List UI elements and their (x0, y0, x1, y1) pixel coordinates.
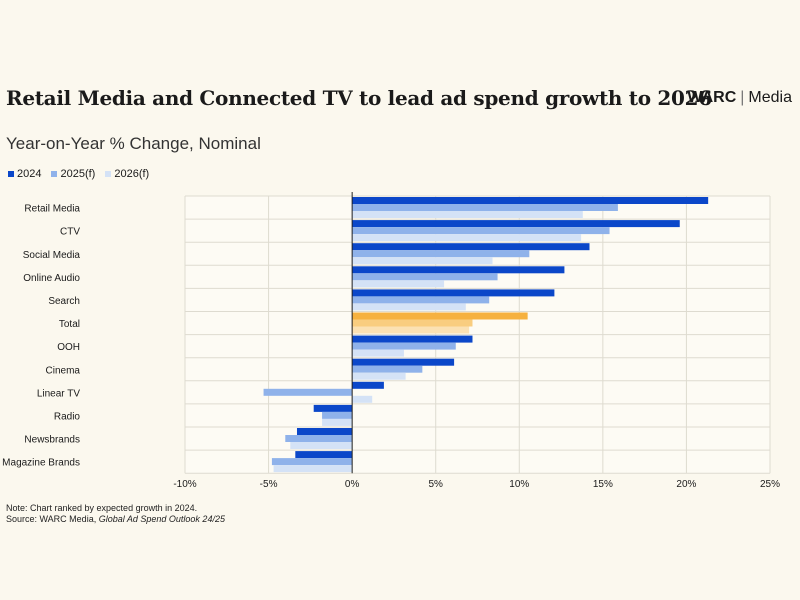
chart-title: Retail Media and Connected TV to lead ad… (6, 86, 712, 110)
legend-item-2025: 2025(f) (51, 168, 95, 180)
legend-item-2026: 2026(f) (105, 168, 149, 180)
bar-2024 (352, 312, 528, 320)
category-label: Online Audio (23, 273, 80, 284)
bar-2026f (352, 326, 470, 334)
bar-2025f (263, 388, 353, 396)
category-label: Social Media (23, 250, 81, 261)
bar-2024 (352, 266, 565, 274)
legend-label-2026: 2026(f) (114, 168, 150, 180)
bar-2025f (352, 319, 473, 327)
x-tick-label: 25% (760, 479, 780, 490)
bar-2026f (352, 372, 406, 380)
bar-2025f (352, 365, 423, 373)
bar-2025f (352, 296, 490, 304)
legend-label-2024: 2024 (17, 168, 42, 180)
legend-swatch-2026 (105, 171, 112, 177)
bar-2024 (313, 404, 353, 412)
bar-2026f (352, 303, 466, 311)
category-label: OOH (57, 342, 80, 353)
bar-2026f (352, 257, 493, 265)
brand-name: WARC (687, 89, 737, 106)
x-tick-label: -5% (260, 479, 278, 490)
chart-note: Note: Chart ranked by expected growth in… (6, 503, 225, 525)
chart-subtitle: Year-on-Year % Change, Nominal (6, 134, 261, 153)
x-tick-label: 0% (345, 479, 360, 490)
bar-2025f (285, 435, 353, 442)
bar-2024 (296, 428, 353, 435)
legend-label-2025: 2025(f) (60, 168, 96, 180)
category-label: Magazine Brands (2, 458, 80, 469)
bar-2024 (352, 335, 473, 343)
x-tick-label: -10% (173, 479, 196, 490)
bar-2026f (352, 349, 404, 357)
bar-2025f (352, 273, 498, 281)
x-tick-label: 20% (676, 479, 696, 490)
source-title: Global Ad Spend Outlook 24/25 (98, 514, 225, 524)
legend: 2024 2025(f) 2026(f) (8, 168, 149, 180)
source-prefix: Source: WARC Media, (6, 514, 99, 524)
bar-2024 (352, 358, 455, 366)
bar-2024 (352, 197, 709, 204)
bar-2025f (352, 342, 456, 350)
bar-2024 (352, 243, 590, 251)
x-tick-label: 10% (509, 479, 529, 490)
bar-2025f (352, 227, 610, 235)
note-text: Note: Chart ranked by expected growth in… (6, 503, 198, 513)
category-label: Retail Media (24, 204, 80, 215)
bar-2026f (322, 418, 353, 426)
x-tick-label: 15% (593, 479, 613, 490)
legend-item-2024: 2024 (8, 168, 41, 180)
bar-2026f (352, 234, 582, 242)
bar-2026f (352, 211, 583, 218)
category-label: Linear TV (37, 388, 81, 399)
bar-2024 (352, 289, 555, 297)
bar-2026f (352, 395, 373, 403)
bar-2024 (352, 381, 384, 389)
brand-separator: | (740, 89, 745, 106)
bar-2025f (352, 204, 618, 211)
category-label: Cinema (46, 365, 81, 376)
source-text: Source: WARC Media, Global Ad Spend Outl… (6, 514, 225, 525)
category-label: Newsbrands (24, 435, 80, 446)
bar-2024 (295, 451, 353, 459)
category-label: Total (59, 319, 80, 330)
bar-2025f (322, 411, 353, 419)
category-label: CTV (60, 227, 80, 238)
x-tick-label: 5% (428, 479, 443, 490)
category-label: Search (48, 296, 80, 307)
bar-2025f (352, 250, 530, 258)
category-label: Radio (54, 411, 81, 422)
legend-swatch-2024 (8, 171, 14, 177)
brand-sub: Media (748, 89, 792, 106)
bar-2025f (271, 458, 353, 466)
bar-2024 (352, 220, 680, 228)
bar-2026f (352, 280, 445, 288)
bar-2026f (290, 442, 353, 449)
bar-chart: -10% -5% 0% 5% 10% 15% 20% 25% Retail Media CTV So… (2, 192, 780, 490)
bar-2026f (273, 465, 353, 473)
legend-swatch-2025 (51, 171, 58, 177)
brand-logo: WARC | Media (687, 89, 792, 107)
